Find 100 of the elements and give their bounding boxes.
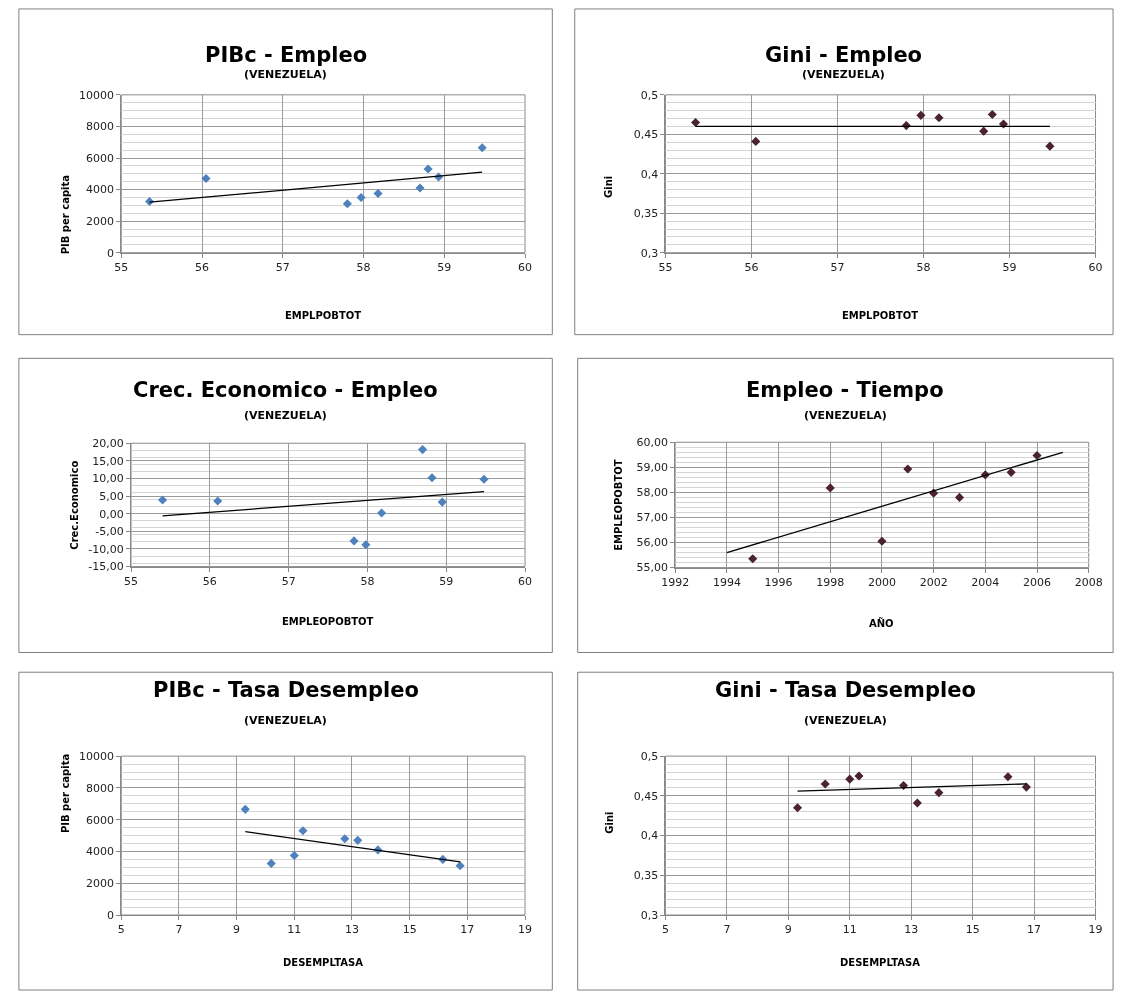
chart-subtitle: (VENEZUELA) (244, 714, 327, 727)
point (1003, 772, 1013, 782)
point (361, 540, 371, 550)
x-tick-label: 60 (518, 260, 533, 274)
point (477, 143, 487, 153)
chart-title: Gini - Empleo (765, 43, 923, 67)
chart-subtitle: (VENEZUELA) (802, 68, 885, 81)
y-tick-label: 2000 (86, 877, 115, 891)
point (349, 536, 359, 546)
y-tick-label: 0,00 (99, 507, 124, 521)
point (792, 803, 803, 813)
x-tick-label: 19 (1088, 923, 1103, 937)
point (854, 771, 864, 781)
point (934, 788, 944, 798)
y-tick-label: 55,00 (636, 561, 668, 575)
x-tick-label: 58 (916, 260, 931, 274)
point (987, 110, 997, 120)
x-tick-label: 7 (175, 923, 183, 937)
x-tick-label: 9 (784, 923, 792, 937)
point (266, 858, 276, 868)
point (903, 464, 913, 474)
y-tick-label: 5,00 (99, 489, 124, 503)
point (455, 861, 465, 871)
chart-subtitle: (VENEZUELA) (804, 409, 887, 422)
y-tick-label: 4000 (86, 845, 115, 859)
chart-subtitle: (VENEZUELA) (244, 68, 327, 81)
x-tick-label: 17 (1027, 923, 1042, 937)
x-tick-label: 13 (344, 923, 359, 937)
chart-title: PIBc - Empleo (205, 43, 368, 67)
x-tick-label: 57 (281, 574, 296, 588)
x-tick-label: 2004 (971, 575, 1000, 589)
x-tick-label: 5 (661, 923, 669, 937)
x-tick-label: 59 (439, 574, 454, 588)
y-tick-label: 10000 (79, 749, 115, 763)
x-tick-label: 9 (233, 923, 241, 937)
y-axis-title: Crec.Economico (68, 460, 80, 550)
x-tick-label: 7 (723, 923, 731, 937)
point (934, 113, 944, 123)
y-tick-label: -10,00 (88, 542, 124, 556)
chart-title: Crec. Economico - Empleo (133, 378, 438, 402)
x-tick-label: 2002 (919, 575, 948, 589)
x-axis-title: DESEMPLTASA (840, 957, 921, 968)
y-tick-label: 0 (107, 246, 115, 260)
x-axis-title: AÑO (869, 617, 894, 629)
x-tick-label: 1994 (712, 575, 741, 589)
x-tick-label: 1992 (661, 575, 690, 589)
x-tick-label: 1996 (764, 575, 793, 589)
x-axis-title: EMPLEOPOBTOT (282, 616, 374, 627)
point (356, 192, 366, 203)
y-axis-title: PIB per capita (59, 753, 71, 834)
point (845, 774, 855, 784)
x-tick-label: 56 (744, 260, 759, 274)
point (342, 199, 352, 209)
y-tick-label: 0,35 (633, 207, 659, 221)
x-tick-label: 1998 (816, 575, 845, 589)
y-tick-label: 20,00 (92, 437, 124, 451)
x-tick-label: 59 (1002, 260, 1017, 274)
x-tick-label: 15 (965, 923, 980, 937)
point (979, 126, 989, 136)
point (418, 445, 428, 455)
x-tick-label: 15 (402, 923, 417, 937)
y-axis-title: EMPLEOPOBTOT (613, 459, 625, 551)
x-tick-label: 55 (658, 260, 673, 274)
y-tick-label: 0,4 (640, 829, 659, 843)
x-tick-label: 58 (356, 260, 371, 274)
x-tick-label: 55 (114, 260, 129, 274)
chart-title: Gini - Tasa Desempleo (715, 678, 976, 702)
point (1045, 141, 1055, 151)
y-tick-label: 15,00 (92, 454, 124, 468)
x-tick-label: 58 (360, 574, 375, 588)
y-tick-label: 0,35 (633, 869, 659, 883)
y-tick-label: 6000 (86, 813, 115, 827)
x-tick-label: 57 (830, 260, 845, 274)
point (158, 495, 168, 505)
point (1006, 467, 1016, 477)
point (377, 508, 387, 518)
point (825, 483, 835, 493)
point (912, 798, 922, 808)
y-axis-title: PIB per capita (59, 175, 71, 255)
point (437, 497, 447, 507)
x-axis-title: EMPLPOBTOT (842, 310, 919, 321)
point (479, 474, 489, 484)
x-tick-label: 11 (287, 923, 302, 937)
y-axis-title: Gini (603, 175, 615, 198)
point (340, 834, 350, 844)
point (954, 492, 965, 502)
y-tick-label: 0,45 (633, 789, 659, 803)
x-axis-title: DESEMPLTASA (283, 957, 364, 968)
y-tick-label: 0,5 (640, 749, 659, 763)
point (415, 183, 425, 193)
y-tick-label: 60,00 (636, 436, 668, 450)
y-tick-label: 59,00 (636, 461, 668, 475)
y-tick-label: 0,3 (640, 908, 659, 922)
point (289, 850, 299, 860)
y-axis-title: Gini (603, 811, 615, 834)
point (916, 110, 926, 120)
chart-subtitle: (VENEZUELA) (244, 409, 327, 422)
point (748, 554, 758, 564)
x-axis-title: EMPLPOBTOT (285, 310, 362, 321)
x-tick-label: 56 (202, 574, 217, 588)
